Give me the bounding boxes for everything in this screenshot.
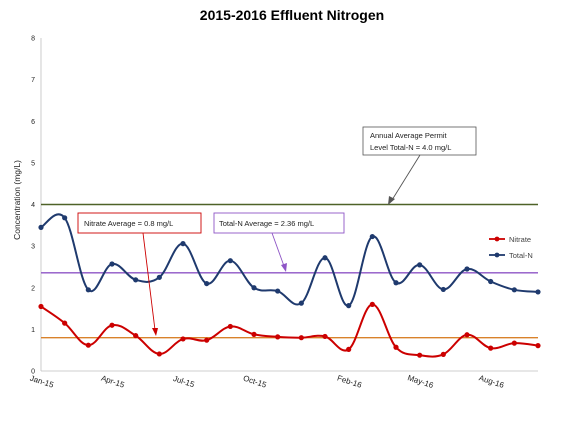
data-point-total-n xyxy=(204,280,210,287)
data-point-nitrate xyxy=(511,340,517,346)
nitrate-average-arrow xyxy=(142,232,156,331)
data-point-total-n xyxy=(38,224,44,230)
data-point-nitrate xyxy=(204,337,210,343)
y-tick-label: 5 xyxy=(31,160,35,167)
permit-annotation-box xyxy=(362,126,477,156)
data-point-nitrate xyxy=(440,351,446,357)
data-point-total-n xyxy=(275,288,281,294)
data-point-nitrate xyxy=(322,333,328,340)
permit-annotation-arrowhead xyxy=(388,196,395,205)
y-tick-label: 2 xyxy=(31,285,35,292)
legend-nitrate-marker xyxy=(494,236,500,242)
data-point-nitrate xyxy=(180,336,186,342)
data-point-total-n xyxy=(251,285,257,291)
legend-totaln-label: Total-N xyxy=(509,251,533,260)
data-point-nitrate xyxy=(156,351,162,357)
data-point-nitrate xyxy=(109,322,115,328)
data-point-total-n xyxy=(393,280,399,286)
data-point-total-n xyxy=(133,277,139,283)
legend-totaln-marker xyxy=(494,252,500,258)
y-tick-label: 8 xyxy=(31,36,35,43)
totaln-average-arrow xyxy=(271,232,285,267)
data-point-nitrate xyxy=(417,352,423,358)
data-point-total-n xyxy=(298,300,304,306)
x-tick-label: Feb-16 xyxy=(336,373,363,390)
x-tick-label: Jul-15 xyxy=(172,374,196,389)
x-tick-label: Apr-15 xyxy=(100,374,126,390)
legend-nitrate-label: Nitrate xyxy=(509,235,531,244)
y-tick-label: 7 xyxy=(31,77,35,84)
data-point-nitrate xyxy=(275,334,281,340)
data-point-total-n xyxy=(511,287,517,293)
data-point-nitrate xyxy=(298,335,304,341)
data-point-nitrate xyxy=(251,331,257,337)
y-axis-label: Concentration (mg/L) xyxy=(12,160,22,240)
totaln-average-annotation: Total-N Average = 2.36 mg/L xyxy=(213,212,345,272)
permit-annotation-line2: Level Total-N = 4.0 mg/L xyxy=(370,143,451,152)
nitrate-average-annotation: Nitrate Average = 0.8 mg/L xyxy=(77,212,202,336)
permit-annotation-arrow xyxy=(391,154,421,201)
x-tick-label: Jan-15 xyxy=(29,374,56,390)
totaln-average-box xyxy=(213,212,345,234)
y-tick-label: 1 xyxy=(31,327,35,334)
permit-annotation-line1: Annual Average Permit xyxy=(370,131,447,140)
y-tick-label: 6 xyxy=(31,119,35,126)
data-point-nitrate xyxy=(346,346,352,352)
data-point-nitrate xyxy=(38,303,44,310)
data-point-total-n xyxy=(346,303,352,309)
x-tick-label: Aug-16 xyxy=(478,373,506,390)
data-point-nitrate xyxy=(62,320,68,326)
data-point-total-n xyxy=(535,289,541,295)
y-tick-label: 4 xyxy=(31,202,35,209)
legend: Nitrate Total-N xyxy=(489,235,533,260)
series-line-total-n xyxy=(40,213,539,307)
data-point-total-n xyxy=(227,258,233,264)
data-point-total-n xyxy=(156,274,162,280)
totaln-average-label: Total-N Average = 2.36 mg/L xyxy=(219,219,314,228)
data-point-total-n xyxy=(85,287,91,293)
data-point-total-n xyxy=(440,286,446,293)
data-point-nitrate xyxy=(369,301,375,307)
data-point-total-n xyxy=(488,278,494,285)
data-point-nitrate xyxy=(85,342,91,348)
data-point-total-n xyxy=(464,266,470,272)
y-tick-label: 0 xyxy=(31,369,35,376)
series-layer xyxy=(38,213,541,358)
x-tick-label: Oct-15 xyxy=(242,374,268,390)
data-point-nitrate xyxy=(488,345,494,351)
permit-annotation: Annual Average Permit Level Total-N = 4.… xyxy=(362,126,477,205)
data-point-nitrate xyxy=(464,332,470,338)
data-point-nitrate xyxy=(393,344,399,350)
data-point-nitrate xyxy=(227,323,233,330)
totaln-average-arrowhead xyxy=(281,263,287,272)
data-point-total-n xyxy=(369,233,375,240)
data-point-total-n xyxy=(180,241,186,247)
y-tick-label: 3 xyxy=(31,244,35,251)
data-point-total-n xyxy=(417,262,423,268)
series-line-nitrate xyxy=(40,303,539,358)
data-point-nitrate xyxy=(535,343,541,349)
nitrate-average-label: Nitrate Average = 0.8 mg/L xyxy=(84,219,173,228)
nitrate-average-box xyxy=(77,212,202,234)
data-point-total-n xyxy=(109,261,115,267)
data-point-total-n xyxy=(62,215,68,221)
data-point-nitrate xyxy=(133,333,139,339)
x-tick-label: May-16 xyxy=(406,373,435,390)
nitrate-average-arrowhead xyxy=(152,328,158,336)
chart-title: 2015-2016 Effluent Nitrogen xyxy=(200,7,384,23)
data-point-total-n xyxy=(322,255,328,261)
